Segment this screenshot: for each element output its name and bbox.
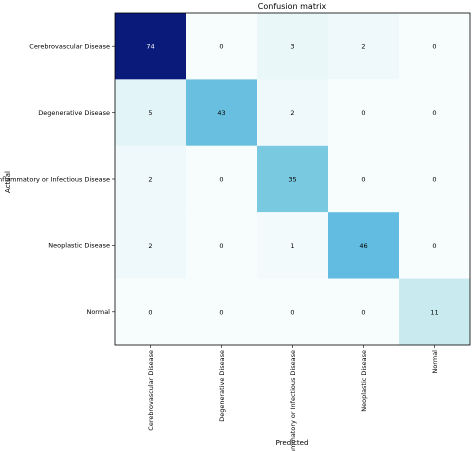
cell-value-label: 0 [219, 242, 223, 250]
cell-value-label: 46 [359, 242, 367, 250]
heatmap-cell [328, 278, 399, 345]
y-tick-label: Neoplastic Disease [48, 242, 110, 250]
heatmap-cell [115, 145, 186, 213]
cell-value-label: 0 [148, 308, 152, 316]
y-tick-label: Normal [86, 308, 110, 316]
heatmap-cell [399, 278, 470, 345]
heatmap-cell [328, 13, 399, 80]
heatmap-cell [115, 79, 186, 146]
cell-value-label: 0 [361, 109, 365, 117]
x-tick-labels: Cerebrovascular Disease Degenerative Dise… [147, 345, 439, 451]
cell-value-label: 0 [432, 176, 436, 184]
heatmap-cell [186, 212, 257, 279]
cell-value-label: 2 [148, 242, 152, 250]
x-tick-label: Cerebrovascular Disease [147, 350, 155, 431]
heatmap-cell [186, 278, 257, 345]
cell-value-label: 0 [361, 176, 365, 184]
cell-value-label: 5 [148, 109, 152, 117]
x-axis-label: Predicted [276, 439, 309, 447]
x-tick-label: Degenerative Disease [218, 350, 226, 422]
cell-value-label: 2 [290, 109, 294, 117]
cell-value-label: 0 [361, 308, 365, 316]
cell-value-label: 2 [361, 43, 365, 51]
heatmap-cell [328, 212, 399, 279]
heatmap-cell [115, 212, 186, 279]
heatmap-cell [115, 278, 186, 345]
cell-value-label: 0 [432, 242, 436, 250]
heatmap-cell [115, 13, 186, 80]
heatmap-cell [186, 13, 257, 80]
heatmap-cells: 74 0 3 2 0 5 43 2 0 0 2 0 35 0 0 2 0 1 46 0 0 0 0 0 11 [115, 13, 470, 345]
cell-value-label: 0 [219, 308, 223, 316]
y-tick-label: Inflammatory or Infectious Disease [0, 175, 110, 183]
chart-title: Confusion matrix [258, 2, 327, 11]
cell-value-label: 0 [290, 308, 294, 316]
cell-value-label: 2 [148, 176, 152, 184]
cell-value-label: 0 [219, 43, 223, 51]
heatmap-cell [328, 145, 399, 213]
heatmap-cell [257, 278, 328, 345]
cell-value-label: 74 [146, 43, 154, 51]
cell-value-label: 3 [290, 43, 294, 51]
heatmap-cell [186, 145, 257, 213]
y-tick-labels: Cerebrovascular Disease Degenerative Dise… [0, 43, 115, 316]
x-tick-label: Normal [431, 350, 439, 374]
heatmap-cell [257, 79, 328, 146]
heatmap-cell [399, 79, 470, 146]
heatmap-cell [257, 212, 328, 279]
cell-value-label: 11 [430, 308, 438, 316]
cell-value-label: 0 [432, 43, 436, 51]
y-tick-label: Cerebrovascular Disease [29, 43, 110, 51]
heatmap-cell [257, 145, 328, 213]
heatmap-cell [328, 79, 399, 146]
cell-value-label: 43 [217, 109, 225, 117]
heatmap-cell [186, 79, 257, 146]
cell-value-label: 0 [432, 109, 436, 117]
heatmap-cell [399, 212, 470, 279]
cell-value-label: 1 [290, 242, 294, 250]
y-tick-label: Degenerative Disease [38, 109, 110, 117]
x-tick-label: Neoplastic Disease [360, 350, 368, 412]
cell-value-label: 35 [288, 176, 296, 184]
heatmap-cell [399, 13, 470, 80]
x-tick-label: Inflammatory or Infectious Disease [289, 350, 297, 451]
cell-value-label: 0 [219, 176, 223, 184]
y-axis-label: Actual [4, 171, 12, 193]
heatmap-cell [257, 13, 328, 80]
heatmap-cell [399, 145, 470, 213]
